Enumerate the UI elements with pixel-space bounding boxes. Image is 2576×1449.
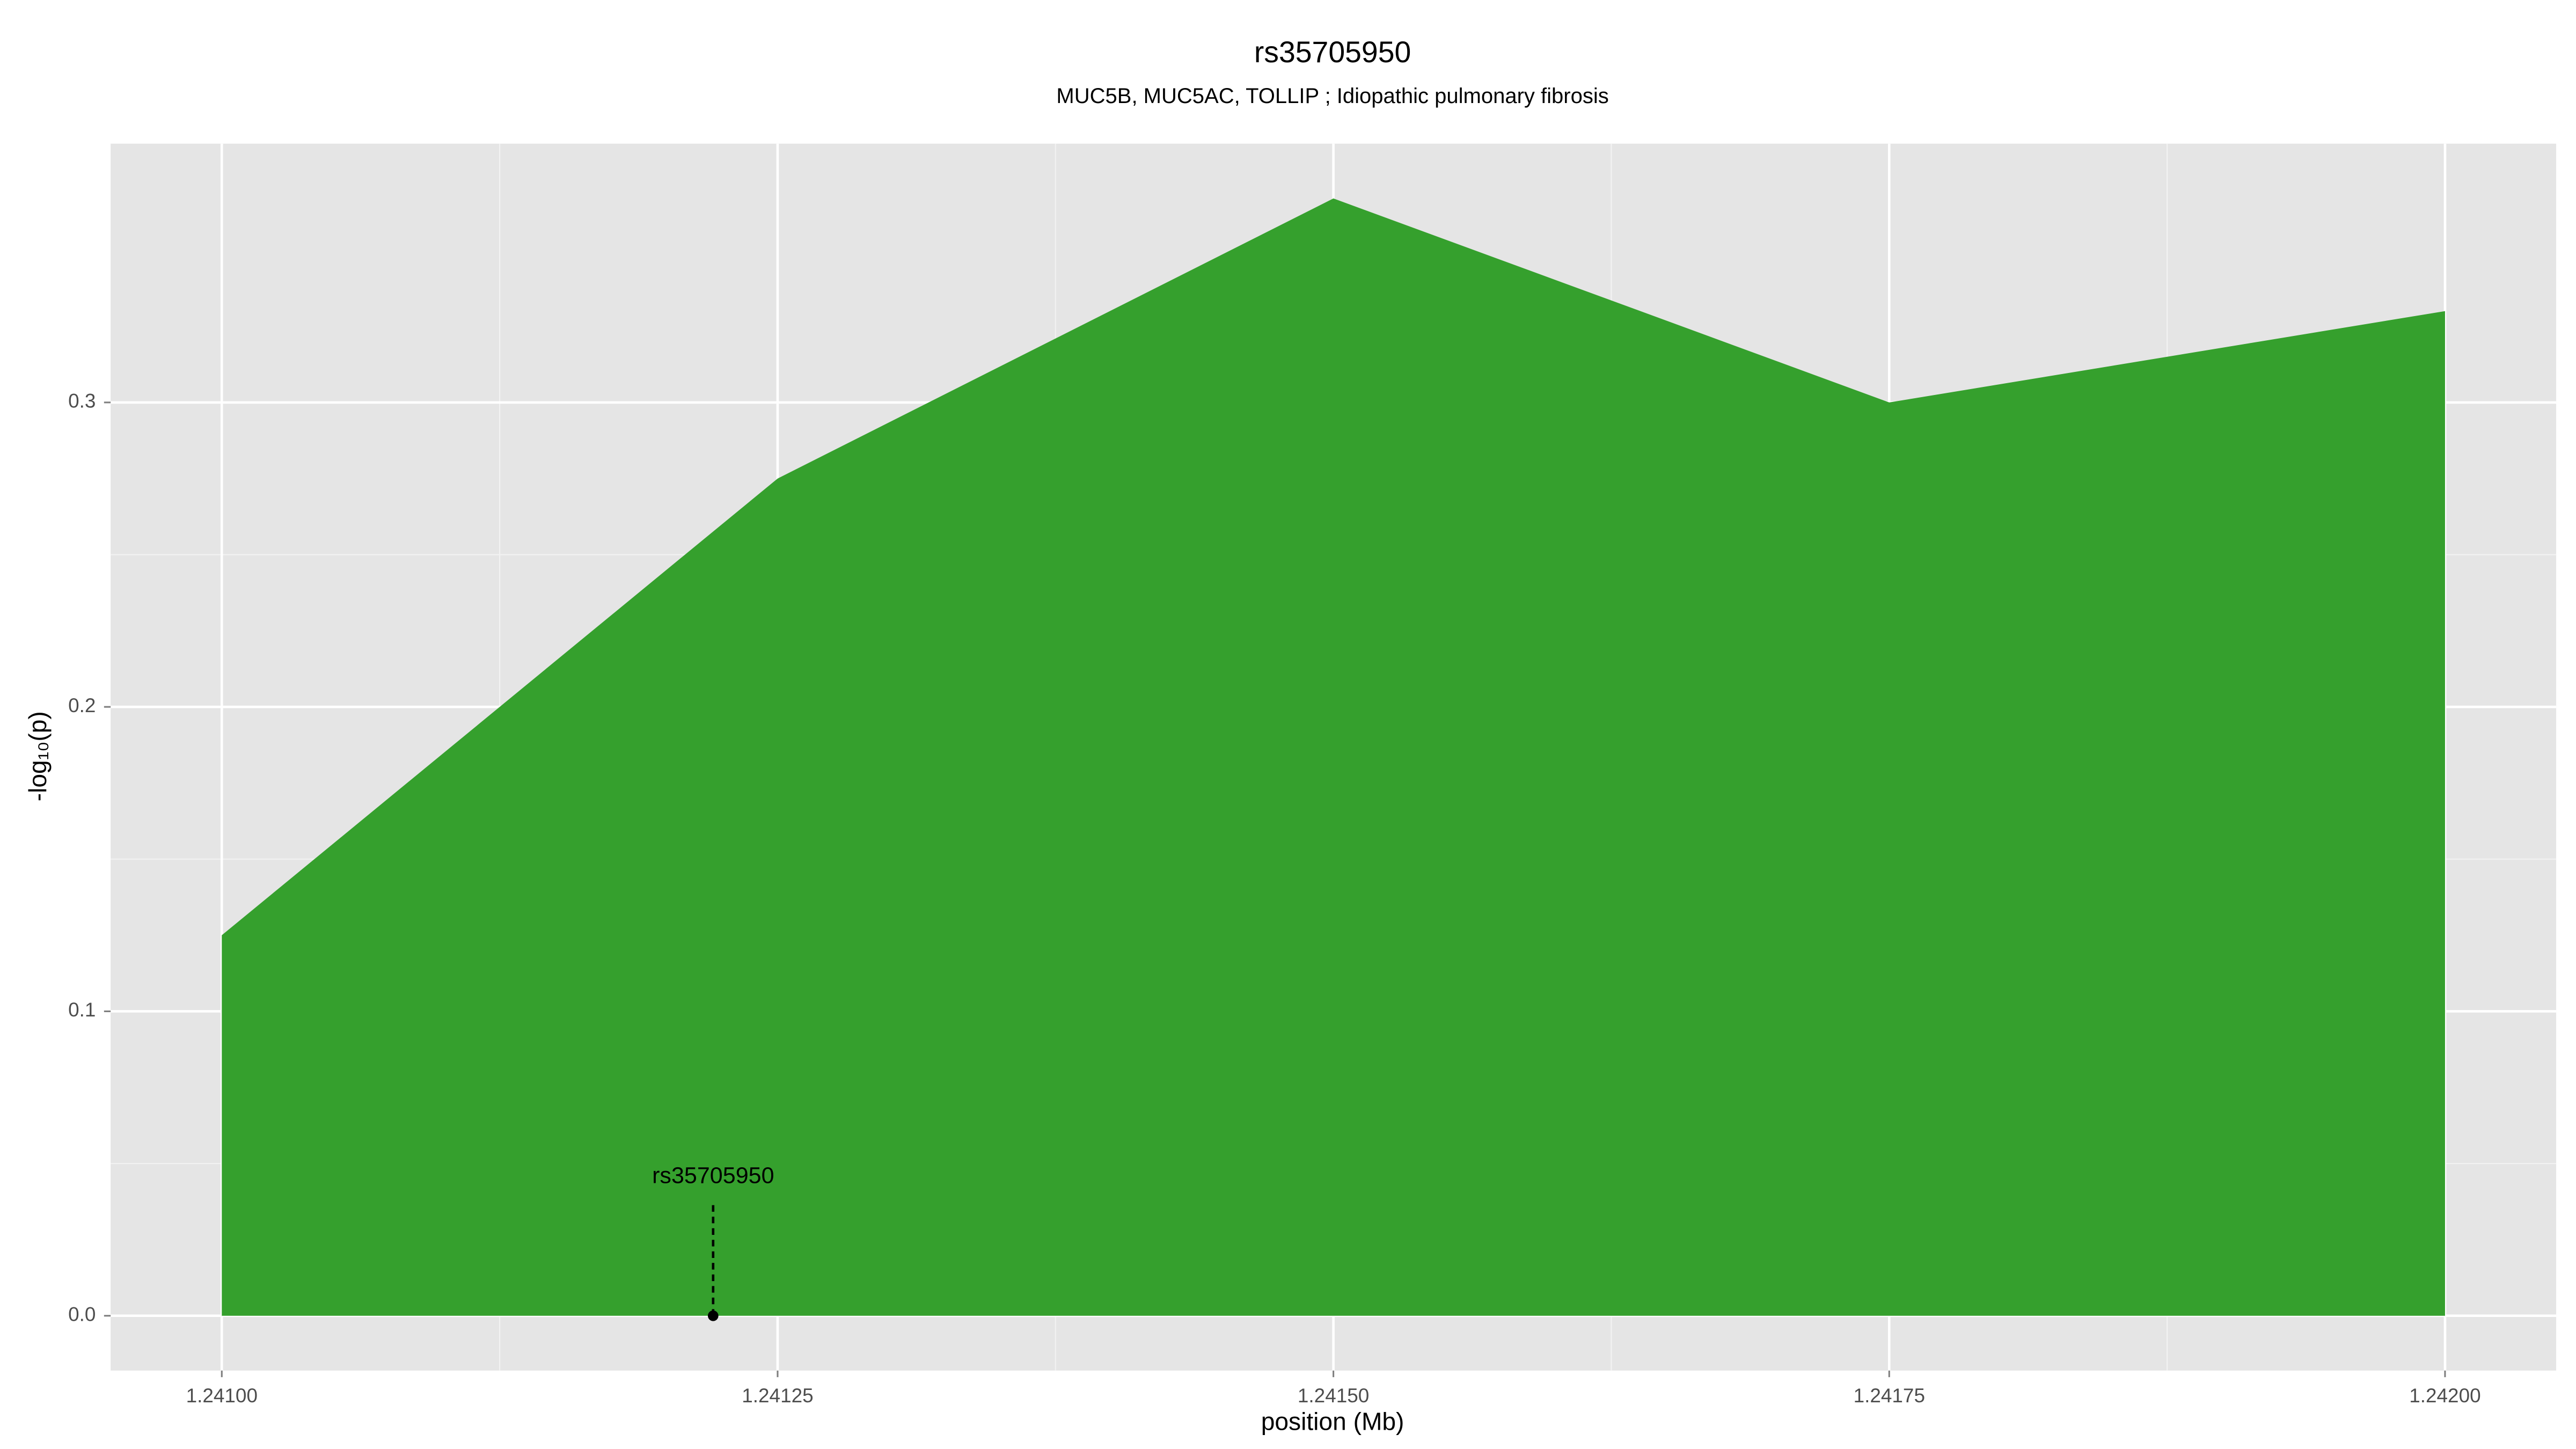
chart-subtitle: MUC5B, MUC5AC, TOLLIP ; Idiopathic pulmo… bbox=[1056, 84, 1608, 108]
y-tick-label: 0.3 bbox=[68, 390, 96, 412]
x-tick-label: 1.24150 bbox=[1298, 1385, 1369, 1407]
y-tick-label: 0.1 bbox=[68, 999, 96, 1021]
chart-title: rs35705950 bbox=[1254, 35, 1411, 69]
x-axis-label: position (Mb) bbox=[1261, 1407, 1404, 1435]
y-tick-label: 0.0 bbox=[68, 1303, 96, 1325]
x-tick-label: 1.24125 bbox=[742, 1385, 813, 1407]
annotation-point bbox=[707, 1310, 719, 1321]
y-tick-label: 0.2 bbox=[68, 694, 96, 716]
x-tick-label: 1.24200 bbox=[2409, 1385, 2480, 1407]
y-axis-label: -log₁₀(p) bbox=[24, 711, 52, 801]
area bbox=[222, 198, 2445, 1316]
annotation-label: rs35705950 bbox=[652, 1163, 774, 1189]
x-tick-label: 1.24100 bbox=[186, 1385, 258, 1407]
x-tick-label: 1.24175 bbox=[1854, 1385, 1925, 1407]
